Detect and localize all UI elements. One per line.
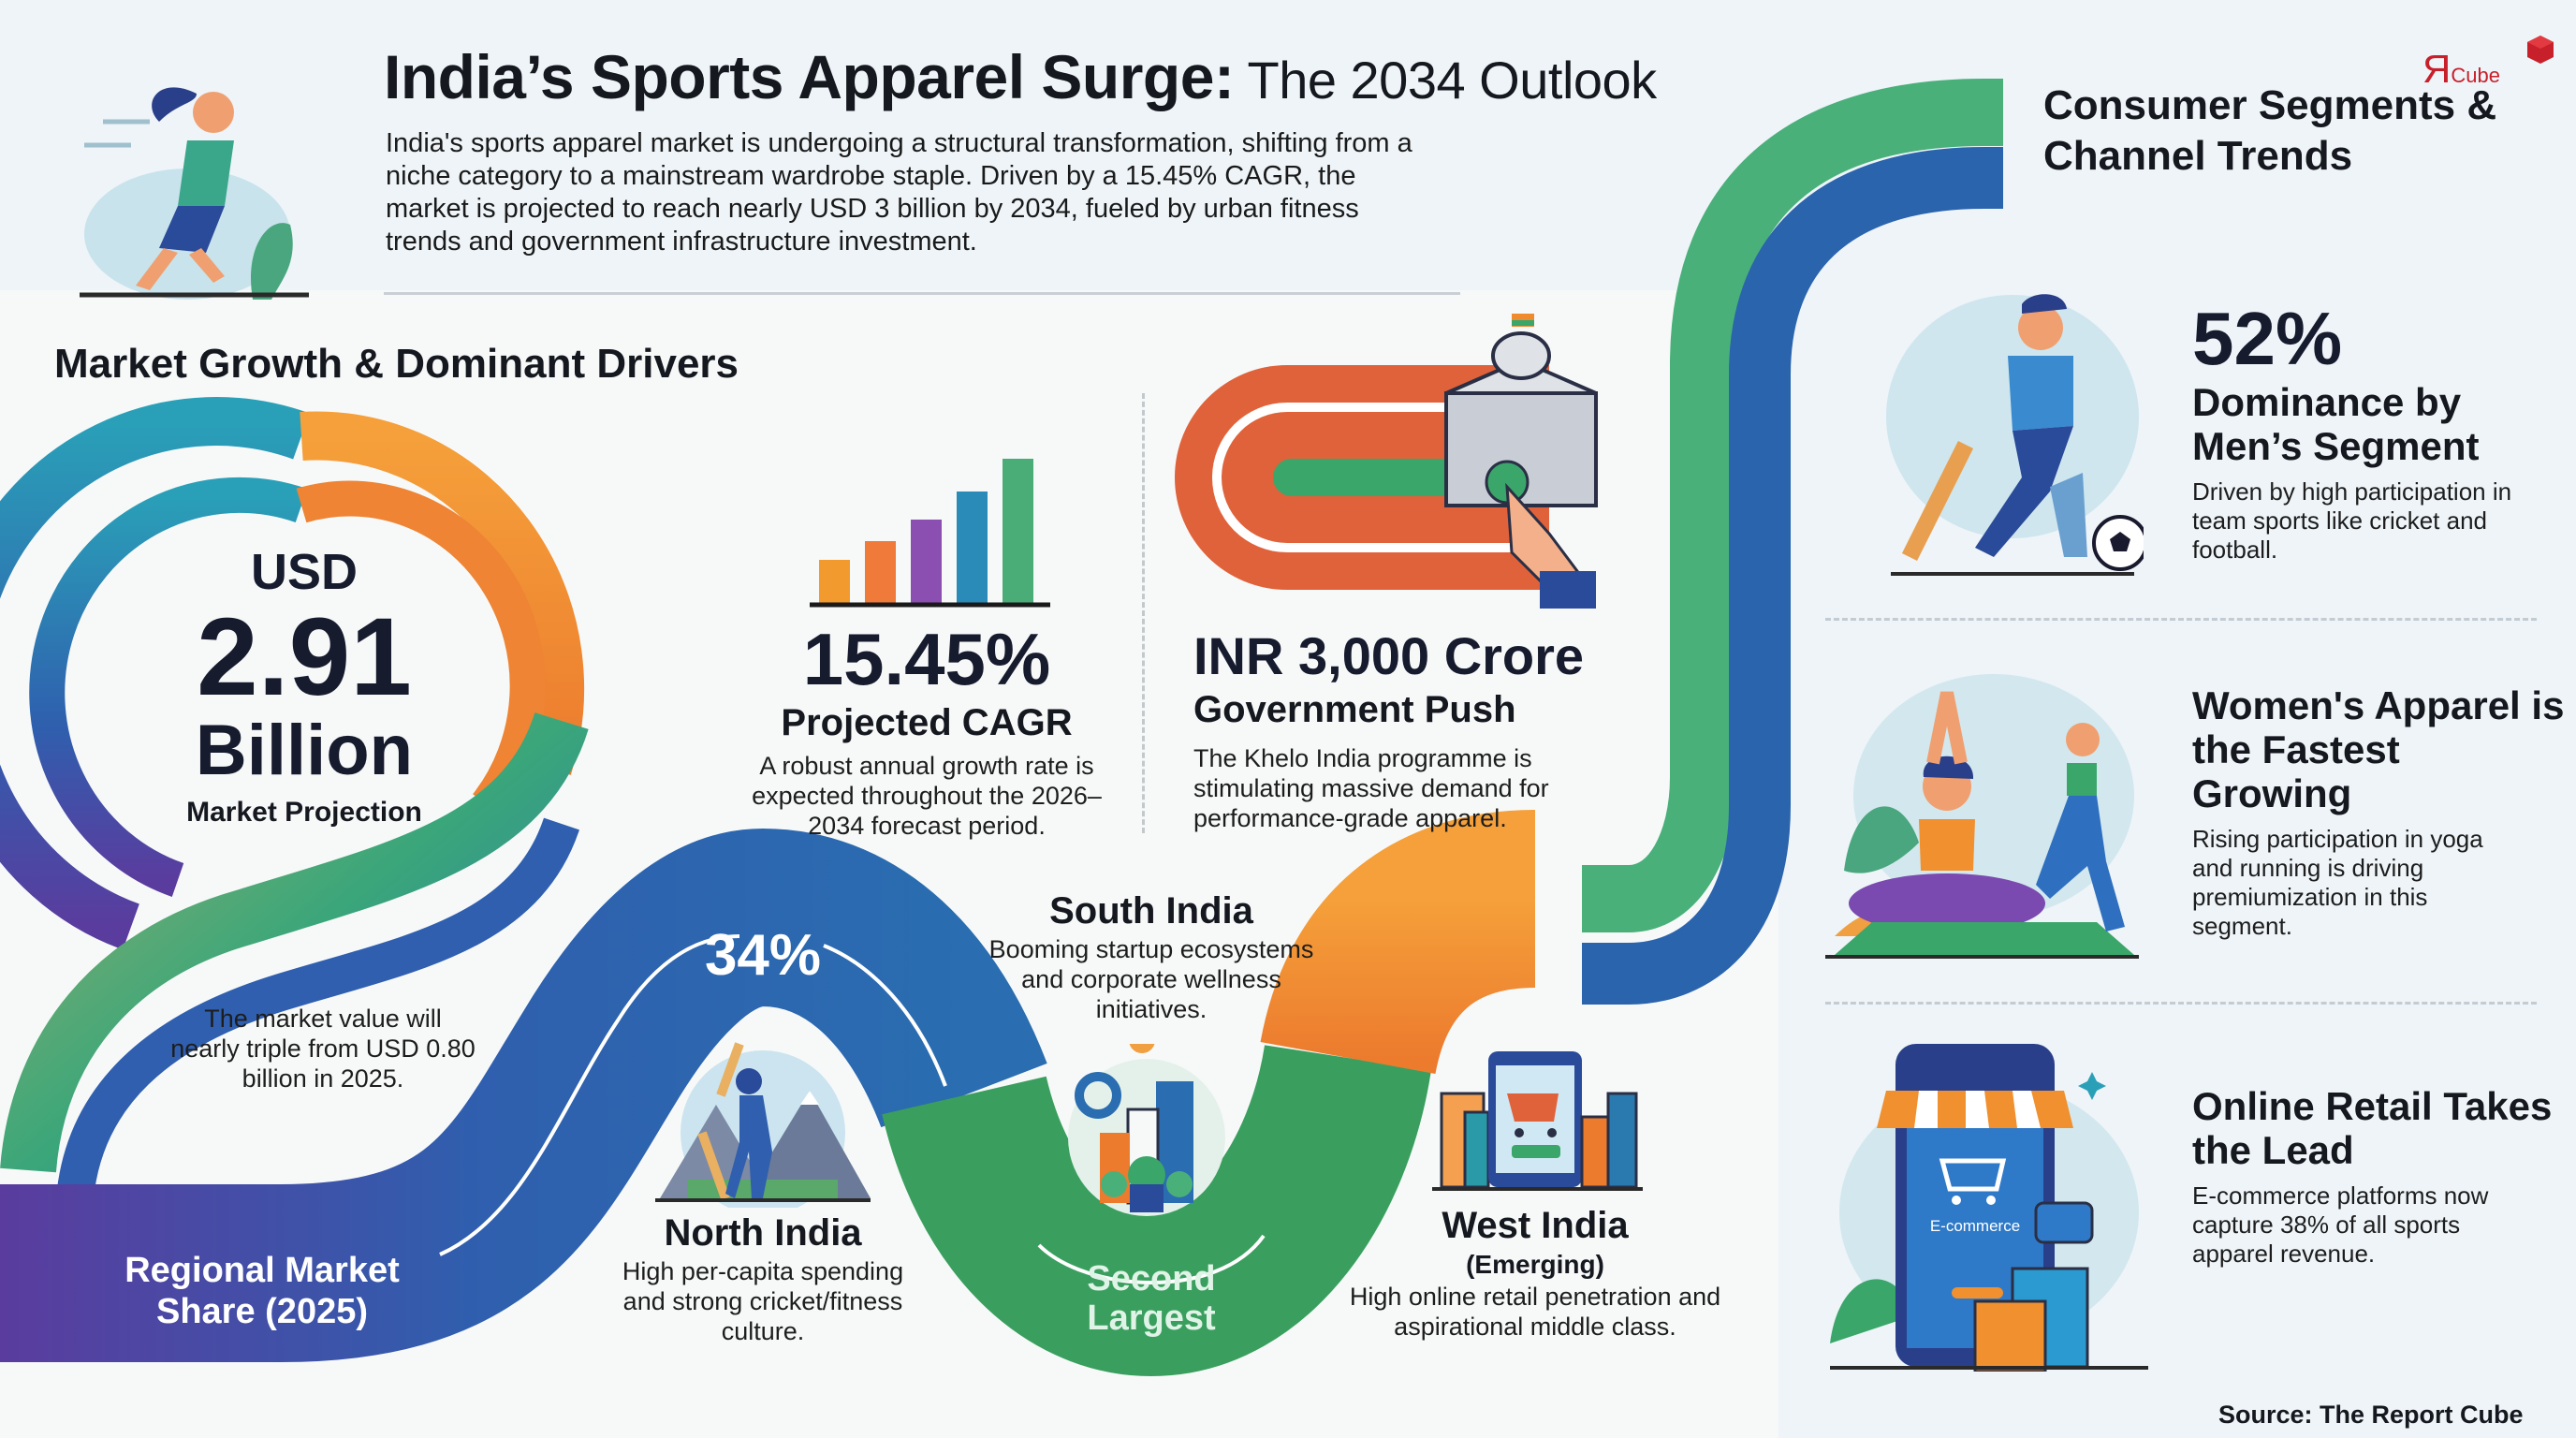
stadium-government-icon: [1175, 314, 1598, 609]
men-segment-description: Driven by high participation in team spo…: [2192, 477, 2512, 564]
growth-bars-icon: [810, 459, 1050, 608]
header-divider: [384, 292, 1460, 295]
projection-label: Market Projection: [186, 797, 422, 828]
projection-unit: Billion: [195, 711, 414, 790]
ecommerce-city-icon: [1432, 1051, 1643, 1191]
south-india-block: South India Booming startup ecosystems a…: [973, 888, 1329, 1024]
cagr-value: 15.45%: [802, 618, 1051, 700]
north-share-value: 34%: [704, 923, 822, 988]
cricket-mountains-icon: [655, 1042, 871, 1208]
cube-icon: [2527, 36, 2554, 64]
regional-share-label: Regional Market Share (2025): [124, 1251, 400, 1331]
vertical-divider: [1142, 393, 1145, 833]
west-india-tag: (Emerging): [1466, 1250, 1604, 1279]
north-india-description: High per-capita spending and strong cric…: [622, 1257, 904, 1345]
men-share-value: 52%: [2192, 297, 2343, 380]
north-india-block: North India High per-capita spending and…: [599, 1210, 927, 1346]
cagr-label: Projected CAGR: [781, 702, 1073, 743]
source-credit: Source: The Report Cube: [2218, 1401, 2524, 1429]
ecommerce-screen-label: E-commerce: [1930, 1217, 2020, 1235]
men-segment-title: Dominance by Men’s Segment: [2192, 380, 2480, 468]
segment-women: Women's Apparel is the Fastest Growing R…: [2192, 683, 2567, 941]
south-india-description: Booming startup ecosystems and corporate…: [988, 935, 1314, 1023]
women-segment-description: Rising participation in yoga and running…: [2192, 825, 2483, 940]
south-rank-label: Second Largest: [1087, 1259, 1216, 1338]
online-segment-description: E-commerce platforms now capture 38% of …: [2192, 1181, 2489, 1268]
logo-mark: Я: [2422, 47, 2452, 91]
segment-divider-2: [1825, 1002, 2537, 1005]
market-projection-block: USD 2.91 Billion Market Projection: [150, 543, 459, 831]
west-india-description: High online retail penetration and aspir…: [1349, 1283, 1721, 1341]
logo-text: Cube: [2451, 64, 2500, 87]
cagr-block: 15.45% Projected CAGR A robust annual gr…: [730, 618, 1123, 841]
projection-value: 2.91: [197, 595, 412, 719]
cricketer-illustration-icon: [1886, 294, 2144, 576]
ecommerce-phone-illustration-icon: E-commerce: [1830, 1044, 2148, 1372]
south-india-title: South India: [1049, 890, 1253, 932]
report-cube-logo: ЯCube: [2422, 36, 2554, 92]
west-india-title: West India: [1442, 1205, 1629, 1246]
government-label: Government Push: [1193, 689, 1516, 730]
online-segment-title: Online Retail Takes the Lead: [2192, 1084, 2553, 1172]
government-description: The Khelo India programme is stimulating…: [1193, 744, 1549, 832]
government-value: INR 3,000 Crore: [1193, 626, 1585, 685]
runner-illustration-icon: [80, 87, 309, 300]
title-main: India’s Sports Apparel Surge:: [384, 42, 1235, 111]
title-subtitle: The 2034 Outlook: [1234, 51, 1657, 110]
segment-men: 52% Dominance by Men’s Segment Driven by…: [2192, 298, 2548, 565]
consumer-segments-heading: Consumer Segments & Channel Trends: [2043, 82, 2497, 179]
projection-currency: USD: [250, 544, 358, 600]
west-india-block: West India (Emerging) High online retail…: [1348, 1203, 1722, 1342]
projection-note: The market value will nearly triple from…: [170, 1005, 476, 1093]
page-title: India’s Sports Apparel Surge: The 2034 O…: [384, 41, 1657, 112]
segment-online: Online Retail Takes the Lead E-commerce …: [2192, 1084, 2567, 1269]
city-startup-icon: [1068, 1044, 1225, 1216]
north-india-title: North India: [664, 1212, 862, 1254]
yoga-runner-illustration-icon: [1825, 674, 2139, 959]
segment-divider-1: [1825, 618, 2537, 621]
government-block: INR 3,000 Crore Government Push The Khel…: [1193, 625, 1680, 833]
women-segment-title: Women's Apparel is the Fastest Growing: [2192, 683, 2565, 815]
market-growth-heading: Market Growth & Dominant Drivers: [54, 341, 739, 387]
intro-paragraph: India's sports apparel market is undergo…: [386, 128, 1412, 257]
cagr-description: A robust annual growth rate is expected …: [752, 752, 1102, 840]
